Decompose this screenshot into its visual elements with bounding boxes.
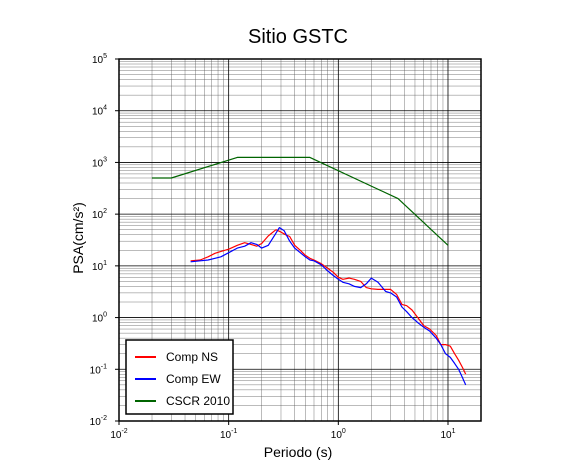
plot-frame (118, 58, 482, 422)
y-tick-label: 104 (92, 105, 107, 118)
series-layer (152, 156, 467, 386)
y-tick-label: 10-2 (90, 415, 107, 428)
legend-label-comp-ns: Comp NS (166, 350, 218, 364)
series-comp-ew-line (190, 227, 467, 386)
x-tick-label: 10-2 (110, 428, 127, 441)
chart-title: Sitio GSTC (248, 26, 348, 48)
y-tick-label: 10-1 (90, 363, 107, 376)
x-tick-label: 100 (331, 428, 346, 441)
legend: Comp NS Comp EW CSCR 2010 (125, 339, 234, 415)
y-axis-label: PSA(cm/s²) (70, 202, 86, 274)
y-tick-label: 101 (92, 260, 107, 273)
y-tick-label: 100 (92, 312, 107, 325)
y-tick-label: 103 (92, 156, 107, 169)
x-axis-label: Periodo (s) (264, 444, 332, 460)
series-comp-ns-line (190, 229, 467, 375)
x-tick-labels: 10-2 10-1 100 101 (110, 421, 456, 441)
x-tick-label: 101 (440, 428, 455, 441)
y-tick-label: 102 (92, 208, 107, 221)
series-cscr-2010-line (152, 156, 449, 246)
legend-label-comp-ew: Comp EW (166, 372, 221, 386)
y-tick-label: 105 (92, 53, 107, 66)
x-tick-label: 10-1 (220, 428, 237, 441)
y-tick-labels: 10-2 10-1 100 101 102 103 104 105 (90, 53, 119, 428)
legend-label-cscr-2010: CSCR 2010 (166, 394, 230, 408)
